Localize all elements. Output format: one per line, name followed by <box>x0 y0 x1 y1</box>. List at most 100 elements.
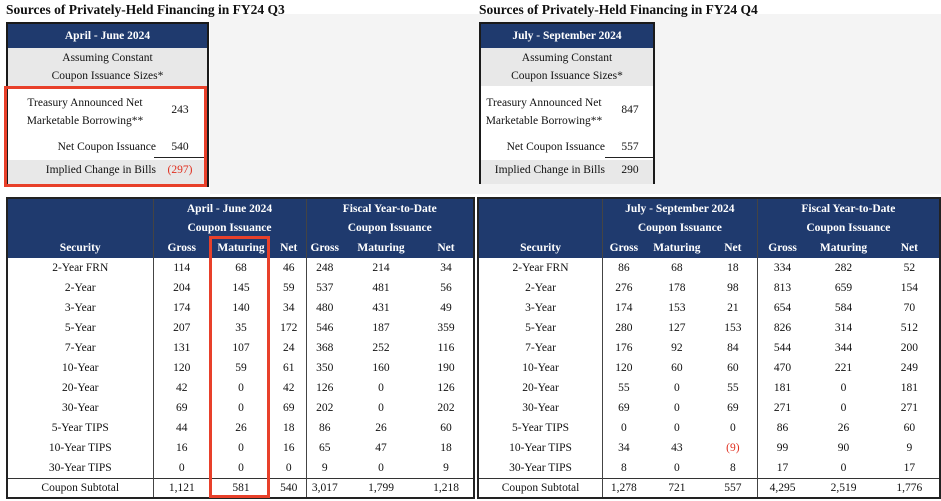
table-cell: 659 <box>807 278 880 298</box>
table-row: 7-Year 131 107 24 368 252 116 <box>7 338 474 358</box>
q4-underline <box>605 157 653 158</box>
q3-underline <box>154 157 206 158</box>
column-header: Security <box>478 238 603 258</box>
q3-assumption-line2: Coupon Issuance Sizes* <box>51 70 164 82</box>
q4-period-header: July - September 2024 <box>481 24 653 48</box>
q4-bills-value: 290 <box>621 164 639 176</box>
table-cell: 181 <box>756 378 808 398</box>
table-cell: 8 <box>602 458 645 478</box>
q3-tamb-value: 243 <box>171 104 189 116</box>
column-header: Net <box>419 238 474 258</box>
table-cell: 61 <box>272 358 306 378</box>
table-cell: 69 <box>152 398 210 418</box>
subtotal-row: Coupon Subtotal 1,278 721 557 4,295 2,519 1,77… <box>478 477 940 498</box>
table-cell: 204 <box>152 278 210 298</box>
table-cell: 221 <box>807 358 880 378</box>
table-cell: 480 <box>305 298 343 318</box>
table-cell: 512 <box>879 318 940 338</box>
q3-period-label: April - June 2024 <box>64 30 151 42</box>
subtotal-row: Coupon Subtotal 1,121 581 540 3,017 1,799 1,21… <box>7 477 474 498</box>
table-cell: 126 <box>305 378 343 398</box>
table-row: 2-Year FRN 114 68 46 248 214 34 <box>7 258 474 278</box>
table-cell: 18 <box>419 438 474 458</box>
q3-table-period: April - June 2024 <box>152 198 306 218</box>
table-cell: 59 <box>272 278 306 298</box>
q3-tamb-line1: Treasury Announced Net <box>27 97 143 109</box>
table-cell: 70 <box>879 298 940 318</box>
security-name: 7-Year <box>7 338 153 358</box>
table-cell: 60 <box>879 418 940 438</box>
security-name: 10-Year TIPS <box>478 438 603 458</box>
table-cell: (9) <box>708 438 758 458</box>
table-cell: 114 <box>152 258 210 278</box>
table-cell: 0 <box>210 378 272 398</box>
table-row: 5-Year TIPS 44 26 18 86 26 60 <box>7 418 474 438</box>
table-cell: 0 <box>807 378 880 398</box>
q3-assumption-line1: Assuming Constant <box>62 52 153 64</box>
subtotal-cell: 1,278 <box>602 477 645 498</box>
header-blank <box>7 198 153 218</box>
q4-title: Sources of Privately-Held Financing in F… <box>479 2 758 17</box>
table-cell: 0 <box>210 438 272 458</box>
q4-tamb-value: 847 <box>621 104 639 116</box>
table-cell: 99 <box>756 438 808 458</box>
q3-highlight-frame <box>4 86 207 187</box>
q3-bills-value: (297) <box>167 164 193 176</box>
table-cell: 56 <box>419 278 474 298</box>
security-name: 20-Year <box>478 378 603 398</box>
q4-assumption-line2: Coupon Issuance Sizes* <box>511 70 623 82</box>
table-row: 5-Year 207 35 172 546 187 359 <box>7 318 474 338</box>
table-cell: 271 <box>756 398 808 418</box>
table-cell: 69 <box>602 398 645 418</box>
table-row: 5-Year 280 127 153 826 314 512 <box>478 318 940 338</box>
column-header: Net <box>879 238 940 258</box>
table-cell: 16 <box>152 438 210 458</box>
table-cell: 86 <box>305 418 343 438</box>
table-row: 2-Year FRN 86 68 18 334 282 52 <box>478 258 940 278</box>
table-cell: 431 <box>343 298 419 318</box>
table-cell: 59 <box>210 358 272 378</box>
security-name: 10-Year <box>7 358 153 378</box>
table-cell: 0 <box>343 378 419 398</box>
q4-summary-box: July - September 2024 Assuming Constant … <box>479 22 655 184</box>
table-cell: 0 <box>644 398 709 418</box>
table-cell: 207 <box>152 318 210 338</box>
table-cell: 52 <box>879 258 940 278</box>
column-header: Net <box>272 238 306 258</box>
table-cell: 153 <box>708 318 758 338</box>
column-header: Security <box>7 238 153 258</box>
security-name: 30-Year <box>7 398 153 418</box>
table-cell: 17 <box>756 458 808 478</box>
q3-net-coupon-value: 540 <box>171 141 189 153</box>
column-header: Gross <box>305 238 343 258</box>
table-cell: 84 <box>708 338 758 358</box>
subtotal-cell: 3,017 <box>305 477 343 498</box>
table-cell: 120 <box>152 358 210 378</box>
table-cell: 190 <box>419 358 474 378</box>
subtotal-cell: 721 <box>644 477 709 498</box>
table-row: 10-Year 120 59 61 350 160 190 <box>7 358 474 378</box>
subtotal-cell: 1,218 <box>419 477 474 498</box>
table-cell: 145 <box>210 278 272 298</box>
table-cell: 537 <box>305 278 343 298</box>
q4-table-period: July - September 2024 <box>602 198 758 218</box>
table-row: 10-Year 120 60 60 470 221 249 <box>478 358 940 378</box>
security-name: 10-Year TIPS <box>7 438 153 458</box>
column-header: Gross <box>602 238 645 258</box>
q4-coupon-table: July - September 2024 Fiscal Year-to-Dat… <box>477 197 941 499</box>
security-name: 2-Year FRN <box>478 258 603 278</box>
column-header: Maturing <box>343 238 419 258</box>
table-cell: 98 <box>708 278 758 298</box>
table-cell: 280 <box>602 318 645 338</box>
table-cell: 65 <box>305 438 343 458</box>
table-cell: 47 <box>343 438 419 458</box>
subtotal-label: Coupon Subtotal <box>7 477 153 498</box>
table-cell: 0 <box>644 418 709 438</box>
q4-table-fytd: Fiscal Year-to-Date <box>756 198 940 218</box>
table-cell: 202 <box>305 398 343 418</box>
table-cell: 252 <box>343 338 419 358</box>
table-cell: 24 <box>272 338 306 358</box>
header-blank <box>7 218 153 238</box>
table-cell: 18 <box>272 418 306 438</box>
subtotal-cell: 1,776 <box>879 477 940 498</box>
